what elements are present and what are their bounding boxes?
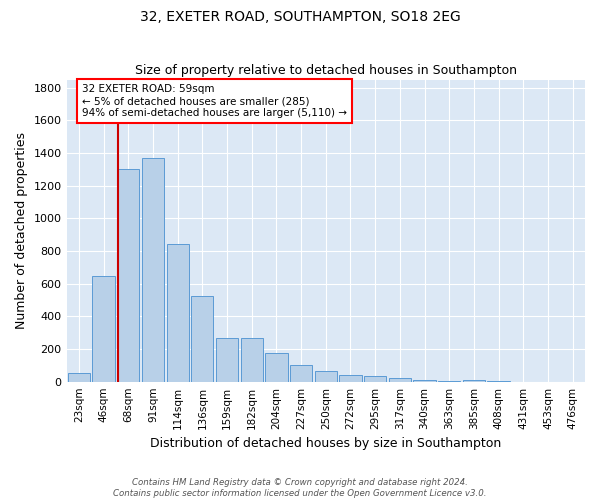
Bar	[117, 170, 139, 382]
Bar	[364, 376, 386, 382]
Bar	[92, 276, 115, 382]
Title: Size of property relative to detached houses in Southampton: Size of property relative to detached ho…	[135, 64, 517, 77]
Bar	[314, 372, 337, 382]
Bar	[438, 380, 460, 382]
Text: 32, EXETER ROAD, SOUTHAMPTON, SO18 2EG: 32, EXETER ROAD, SOUTHAMPTON, SO18 2EG	[140, 10, 460, 24]
Bar	[265, 353, 287, 382]
Y-axis label: Number of detached properties: Number of detached properties	[15, 132, 28, 329]
Bar	[167, 244, 189, 382]
Bar	[463, 380, 485, 382]
Bar	[142, 158, 164, 382]
Bar	[68, 372, 90, 382]
Text: 32 EXETER ROAD: 59sqm
← 5% of detached houses are smaller (285)
94% of semi-deta: 32 EXETER ROAD: 59sqm ← 5% of detached h…	[82, 84, 347, 117]
Bar	[216, 338, 238, 382]
Bar	[241, 338, 263, 382]
Text: Contains HM Land Registry data © Crown copyright and database right 2024.
Contai: Contains HM Land Registry data © Crown c…	[113, 478, 487, 498]
Bar	[413, 380, 436, 382]
Bar	[340, 376, 362, 382]
X-axis label: Distribution of detached houses by size in Southampton: Distribution of detached houses by size …	[150, 437, 502, 450]
Bar	[389, 378, 411, 382]
Bar	[290, 365, 312, 382]
Bar	[191, 296, 214, 382]
